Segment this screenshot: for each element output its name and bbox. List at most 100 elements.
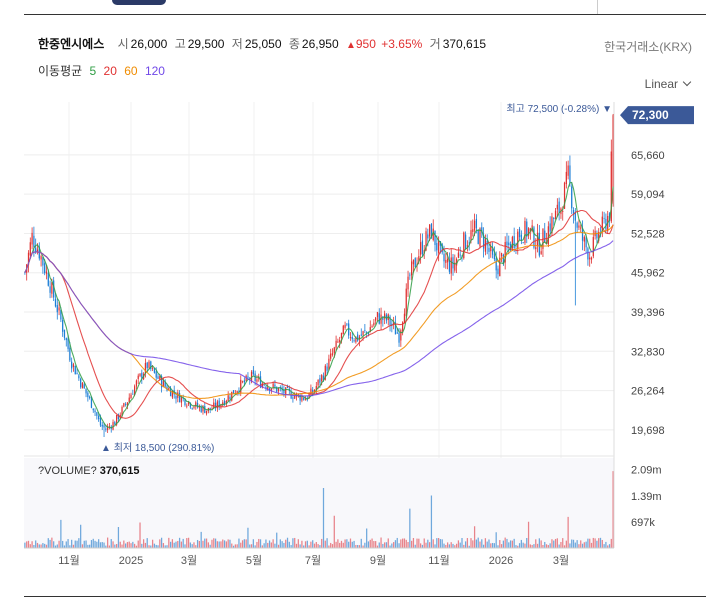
candle-body: [125, 403, 127, 405]
candle-body: [202, 405, 204, 412]
volume-bar: [468, 545, 470, 548]
candle-body: [155, 371, 157, 378]
volume-bar: [328, 545, 330, 548]
volume-bar: [74, 540, 76, 548]
candle-body: [162, 380, 165, 387]
volume-bar: [402, 538, 404, 548]
candle-body: [596, 233, 598, 239]
candle-body: [407, 276, 409, 290]
volume-bar: [491, 542, 494, 548]
candle-body: [44, 263, 46, 274]
candle-body: [60, 309, 62, 320]
close-label: 종: [288, 37, 300, 51]
candle-body: [81, 382, 84, 389]
volume-bar: [439, 539, 442, 548]
candle-body: [360, 334, 362, 336]
volume-bar: [493, 543, 496, 548]
candle-body: [488, 247, 490, 252]
volume-bar: [515, 545, 517, 548]
candle-body: [366, 331, 368, 333]
volume-bar: [159, 539, 161, 548]
candle-body: [200, 406, 202, 412]
volume-bar: [603, 544, 605, 548]
volume-bar: [78, 538, 80, 548]
volume-bar: [463, 544, 465, 548]
volume-bar: [290, 545, 292, 548]
volume-bar: [261, 545, 263, 548]
candle-body: [49, 286, 51, 293]
volume-bar: [213, 538, 215, 548]
candle-body: [74, 365, 76, 375]
candle-body: [351, 336, 353, 340]
volume-bar: [342, 542, 344, 548]
candle-body: [103, 425, 105, 428]
candle-body: [101, 424, 103, 427]
candle-body: [105, 428, 107, 430]
ma-20[interactable]: 20: [103, 64, 117, 78]
volume-bar: [610, 538, 612, 548]
volume-bar: [218, 541, 220, 548]
volume-bar: [477, 537, 479, 548]
volume-bar: [65, 541, 67, 548]
volume-bar: [527, 521, 530, 548]
volume-bar: [89, 544, 91, 548]
candle-body: [186, 405, 188, 407]
volume-bar: [531, 544, 533, 548]
volume-bar: [497, 545, 499, 548]
candle-body: [536, 232, 539, 246]
candle-body: [612, 115, 614, 204]
volume-bar: [71, 539, 73, 548]
candle-body: [378, 313, 380, 324]
candle-body: [592, 236, 594, 257]
volume-bar: [137, 540, 139, 548]
volume-bar: [587, 538, 589, 548]
current-price-label: 72,300: [632, 108, 669, 122]
candle-body: [527, 228, 530, 236]
candle-body: [502, 254, 505, 264]
candle-body: [42, 256, 44, 266]
volume-bar: [180, 541, 183, 548]
change-percent: +3.65%: [381, 37, 423, 51]
volume-bar: [294, 537, 296, 548]
candle-body: [272, 383, 274, 388]
candle-body: [117, 414, 120, 419]
volume-bar: [540, 540, 542, 548]
x-tick-label: 11월: [58, 554, 80, 567]
candle-body: [317, 379, 319, 386]
volume-bar: [211, 539, 213, 548]
candle-body: [434, 230, 436, 245]
ma-60[interactable]: 60: [124, 64, 138, 78]
volume-bar: [495, 532, 497, 548]
volume-bar: [544, 541, 546, 548]
volume-bar: [499, 540, 501, 548]
candle-body: [432, 228, 434, 240]
candle-body: [497, 268, 499, 275]
volume-bar: [69, 545, 71, 548]
y-tick-label: 45,962: [631, 268, 665, 280]
candle-body: [315, 386, 317, 391]
volume-bar: [394, 540, 397, 548]
candle-body: [526, 221, 528, 237]
volume-bar: [351, 541, 353, 548]
volume-bar: [254, 545, 256, 548]
volume-bar: [184, 544, 186, 548]
candle-body: [92, 408, 94, 411]
candle-body: [333, 347, 335, 354]
volume-bar: [425, 542, 427, 548]
candle-body: [96, 412, 98, 416]
candle-body: [393, 322, 395, 324]
candle-body: [164, 381, 166, 387]
candle-body: [427, 234, 429, 239]
x-tick-label: 3월: [181, 554, 197, 567]
ma-5[interactable]: 5: [89, 64, 97, 78]
candle-body: [562, 211, 564, 212]
candle-body: [116, 414, 118, 425]
low-value: 25,050: [244, 37, 282, 51]
volume-bar: [590, 542, 593, 548]
ma-120[interactable]: 120: [144, 64, 165, 78]
scale-selector[interactable]: Linear: [645, 77, 692, 91]
volume-bar: [103, 542, 105, 548]
candle-body: [443, 253, 445, 262]
candle-body: [213, 402, 215, 408]
